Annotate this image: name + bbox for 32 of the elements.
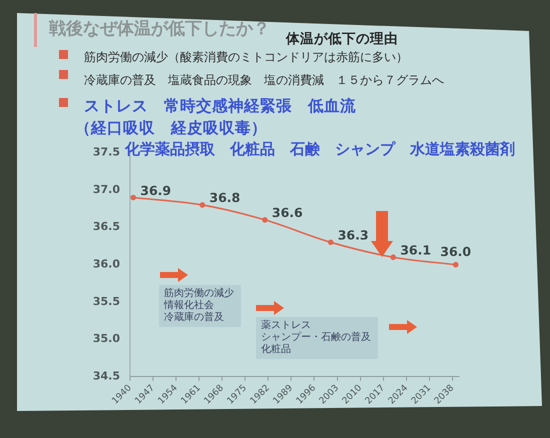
data-label: 36.9 <box>140 182 172 198</box>
data-label: 36.3 <box>338 228 369 243</box>
annotation: シャンプー・石鹸の普及 <box>261 332 371 344</box>
y-tick-label: 37.0 <box>92 182 120 196</box>
y-tick-label: 35.0 <box>92 332 120 346</box>
annotation: 化学薬品摂取 化粧品 石鹸 シャンプ 水道塩素殺菌剤 <box>125 141 515 159</box>
annotation: 冷蔵庫の普及 <box>164 312 224 324</box>
y-tick-label: 37.5 <box>92 146 120 159</box>
data-label: 36.0 <box>440 244 472 259</box>
point <box>200 202 206 208</box>
point <box>452 262 459 268</box>
text: 冷蔵庫の普及 塩蔵食品の現象 塩の消費減 １５から７グラムへ <box>84 72 444 88</box>
data-label: 36.8 <box>209 190 240 206</box>
annotation: 薬ストレス <box>261 320 311 332</box>
chart-title: 戦後なぜ体温が低下したか？ <box>49 18 270 40</box>
annotation: 情報化社会 <box>164 300 214 312</box>
text: （経口吸収 経皮吸収毒） <box>75 118 267 138</box>
data-label: 36.1 <box>400 242 432 258</box>
point <box>262 217 268 223</box>
data-label: 36.6 <box>272 205 304 220</box>
y-tick-label: 36.5 <box>92 220 120 234</box>
point <box>328 240 334 246</box>
chart-subtitle: 体温が低下の理由 <box>286 30 398 48</box>
annotation: 筋肉労働の減少 <box>164 288 234 300</box>
text: ストレス 常時交感神経緊張 低血流 <box>84 96 356 116</box>
text: 筋肉労働の減少（酸素消費のミトコンドリアは赤筋に多い） <box>84 50 408 64</box>
y-tick-label: 35.5 <box>92 294 120 308</box>
y-tick-label: 36.0 <box>92 258 120 271</box>
annotation: 化粧品 <box>261 344 291 356</box>
y-tick-label: 34.5 <box>92 370 120 383</box>
point <box>130 194 136 200</box>
point <box>390 254 396 260</box>
